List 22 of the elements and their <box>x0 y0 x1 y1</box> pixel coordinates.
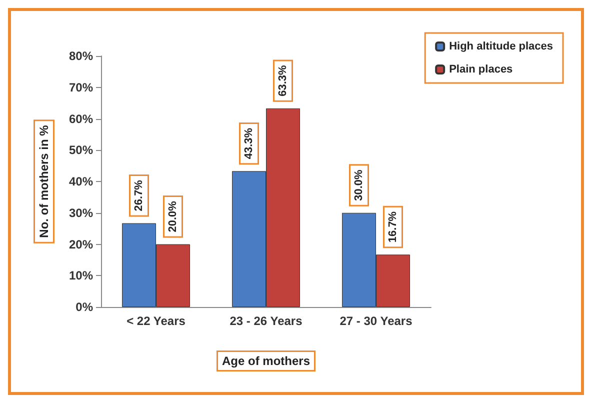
data-label: 30.0% <box>353 169 365 201</box>
y-tick-label: 30% <box>68 206 94 220</box>
x-tick-label: < 22 Years <box>126 314 186 328</box>
data-label: 43.3% <box>243 128 255 160</box>
y-tick-label: 60% <box>68 112 94 126</box>
y-tick-label: 80% <box>68 49 94 63</box>
legend-label: High altitude places <box>449 40 554 52</box>
data-label: 20.0% <box>167 200 179 232</box>
x-axis-title: Age of mothers <box>222 354 310 368</box>
x-tick-label: 27 - 30 Years <box>340 314 413 328</box>
x-tick-label: 23 - 26 Years <box>230 314 303 328</box>
y-axis-title: No. of mothers in % <box>37 124 51 238</box>
y-tick-label: 0% <box>76 300 94 314</box>
y-tick-label: 70% <box>68 80 94 94</box>
y-tick-label: 20% <box>68 237 94 252</box>
data-label: 16.7% <box>387 211 399 243</box>
data-label: 26.7% <box>133 180 145 212</box>
data-label: 63.3% <box>277 64 289 96</box>
y-tick-label: 40% <box>68 174 94 188</box>
legend-label: Plain places <box>449 64 513 76</box>
y-tick-label: 10% <box>68 268 94 283</box>
y-tick-label: 50% <box>68 143 94 158</box>
